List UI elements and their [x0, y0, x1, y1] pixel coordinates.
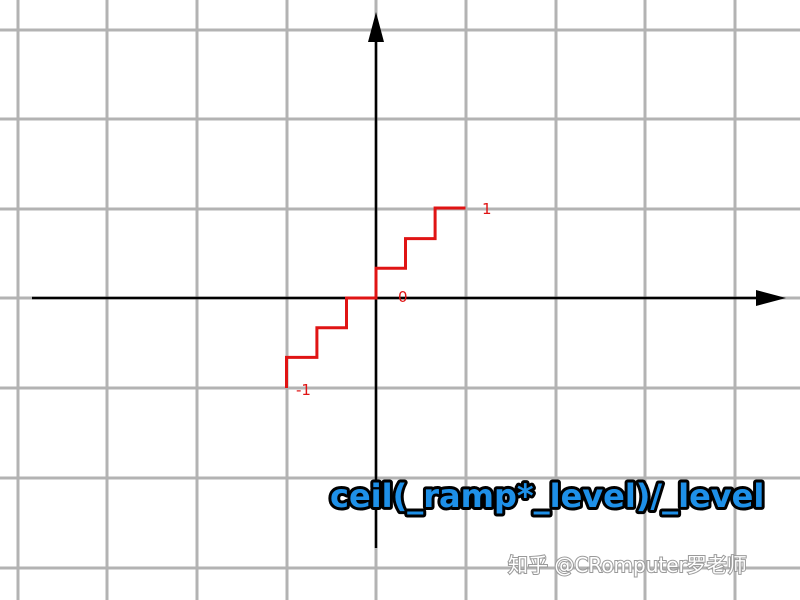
label-one: 1 — [482, 200, 492, 218]
label-minus-one: -1 — [296, 381, 311, 399]
y-axis-arrow-icon — [368, 12, 384, 42]
annotation-layer: 1 0 -1 — [296, 200, 492, 399]
x-axis-arrow-icon — [756, 290, 786, 306]
axes — [32, 12, 786, 548]
step-series-line — [285, 206, 466, 388]
series-layer — [285, 206, 466, 388]
watermark: 知乎 @CRomputer罗老师 — [508, 553, 747, 577]
label-zero: 0 — [398, 288, 408, 306]
formula-label: ceil(_ramp*_level)/_level — [330, 477, 764, 515]
